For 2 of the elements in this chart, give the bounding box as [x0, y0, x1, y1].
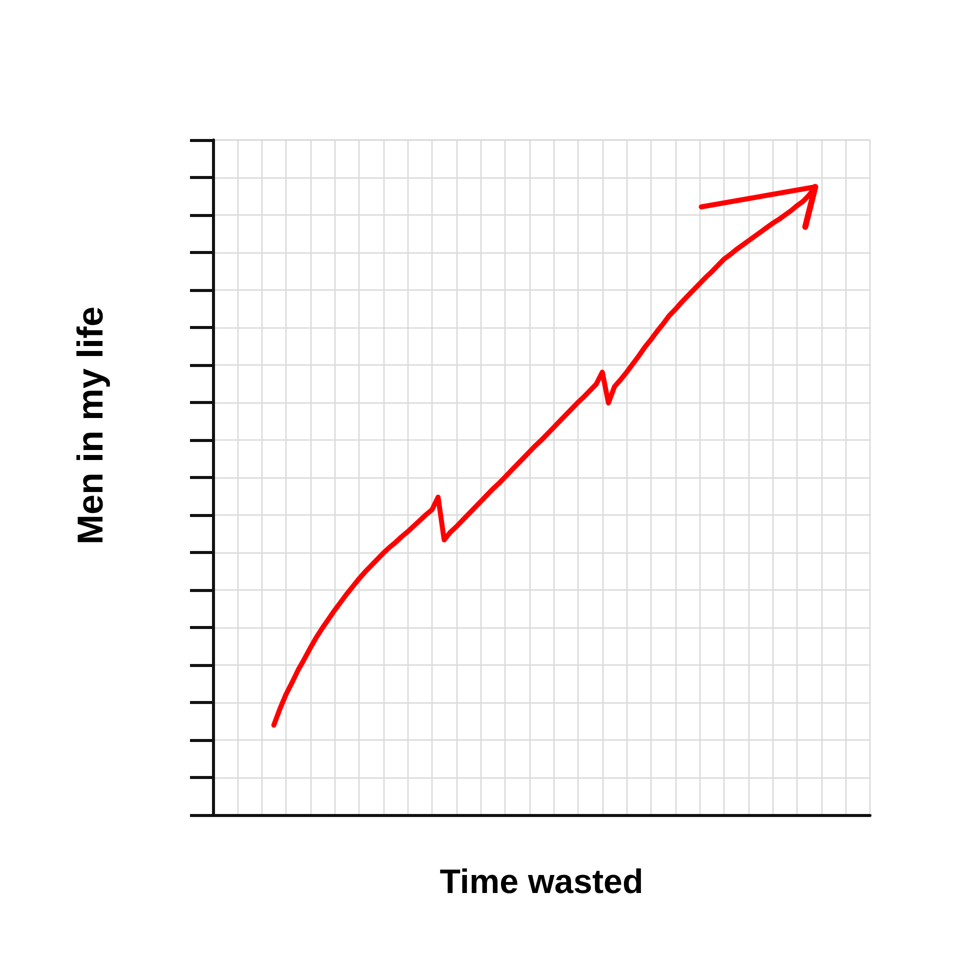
x-axis-title: Time wasted — [440, 863, 644, 901]
y-axis-title: Men in my life — [70, 306, 110, 545]
